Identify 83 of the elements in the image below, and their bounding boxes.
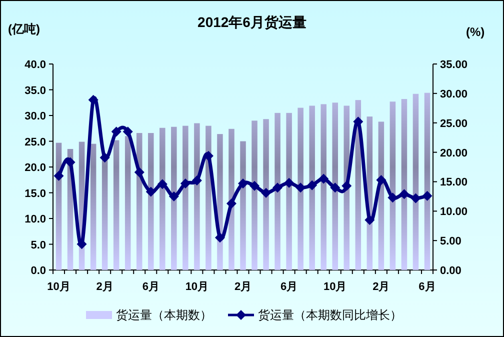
point [88,94,98,105]
bar [298,108,304,270]
point [410,193,421,204]
bar [252,120,258,270]
point [376,174,386,185]
y2-tick-label: 20.00 [440,147,468,160]
x-tick-label: 10月 [185,281,209,293]
y2-tick-label: 25.00 [440,118,468,130]
y-tick-label: 35.0 [24,84,46,97]
y2-tick-label: 35.00 [440,59,468,71]
point [134,167,144,178]
x-tick-label: 10月 [323,281,347,293]
point [238,178,248,188]
y2-tick-label: 5.00 [440,236,462,248]
x-tick-label: 2月 [96,281,114,293]
y-tick-label: 30.0 [24,110,46,122]
y-tick-label: 5.0 [30,239,46,252]
x-tick-label: 6月 [280,281,298,293]
point [157,179,168,190]
y2-tick-label: 15.00 [440,176,468,189]
bar [113,140,120,270]
x-tick-label: 6月 [418,281,436,293]
bar [274,112,280,270]
bar [124,136,131,270]
point [353,116,364,127]
point [226,198,236,208]
y-axis-title: (亿吨) [8,22,40,36]
point [284,178,294,188]
y-tick-label: 10.0 [24,214,46,226]
point [100,152,110,163]
point [214,232,225,243]
bar [194,123,200,270]
point [250,180,260,191]
point [296,182,306,193]
legend-label: 货运量（本期数） [116,308,212,322]
x-tick-label: 6月 [142,281,160,293]
point [65,157,76,168]
bar [160,128,166,270]
y2-tick-label: 30.00 [440,88,468,100]
bar [171,126,177,270]
y-tick-label: 0.0 [30,265,46,277]
point [146,186,156,197]
point [422,190,432,201]
bar [390,102,396,270]
bar [90,144,96,270]
bar [148,133,154,270]
y2-tick-label: 0.00 [440,265,462,277]
chart-title: 2012年6月货运量 [198,14,306,30]
y-tick-label: 20.0 [24,162,46,174]
bar [401,99,408,270]
point [192,176,202,186]
y-tick-label: 15.0 [24,188,46,200]
point [122,126,133,137]
point [307,180,318,190]
point [168,191,179,202]
x-tick-label: 2月 [372,281,390,293]
point [272,182,283,193]
bar [263,119,269,270]
point [364,214,375,225]
bar [412,94,419,270]
bar [309,106,315,270]
point [318,174,329,184]
point [111,126,122,137]
y-tick-label: 25.0 [24,136,46,148]
point [261,188,272,198]
x-tick-label: 10月 [47,281,70,293]
point [54,170,64,181]
x-tick-label: 2月 [234,281,252,293]
point [342,180,352,191]
point [180,178,190,188]
bar [182,126,188,270]
y2-tick-label: 10.00 [440,206,468,218]
bar [286,112,292,270]
bar [320,104,326,270]
point [330,182,340,193]
bar [228,128,234,270]
point [399,189,410,200]
y2-axis-title: (%) [466,25,485,39]
bar [240,141,246,270]
bar [332,102,338,270]
y-tick-label: 40.0 [24,59,46,71]
bar [424,92,430,270]
legend-label: 货运量（本期数同比增长） [258,308,402,322]
